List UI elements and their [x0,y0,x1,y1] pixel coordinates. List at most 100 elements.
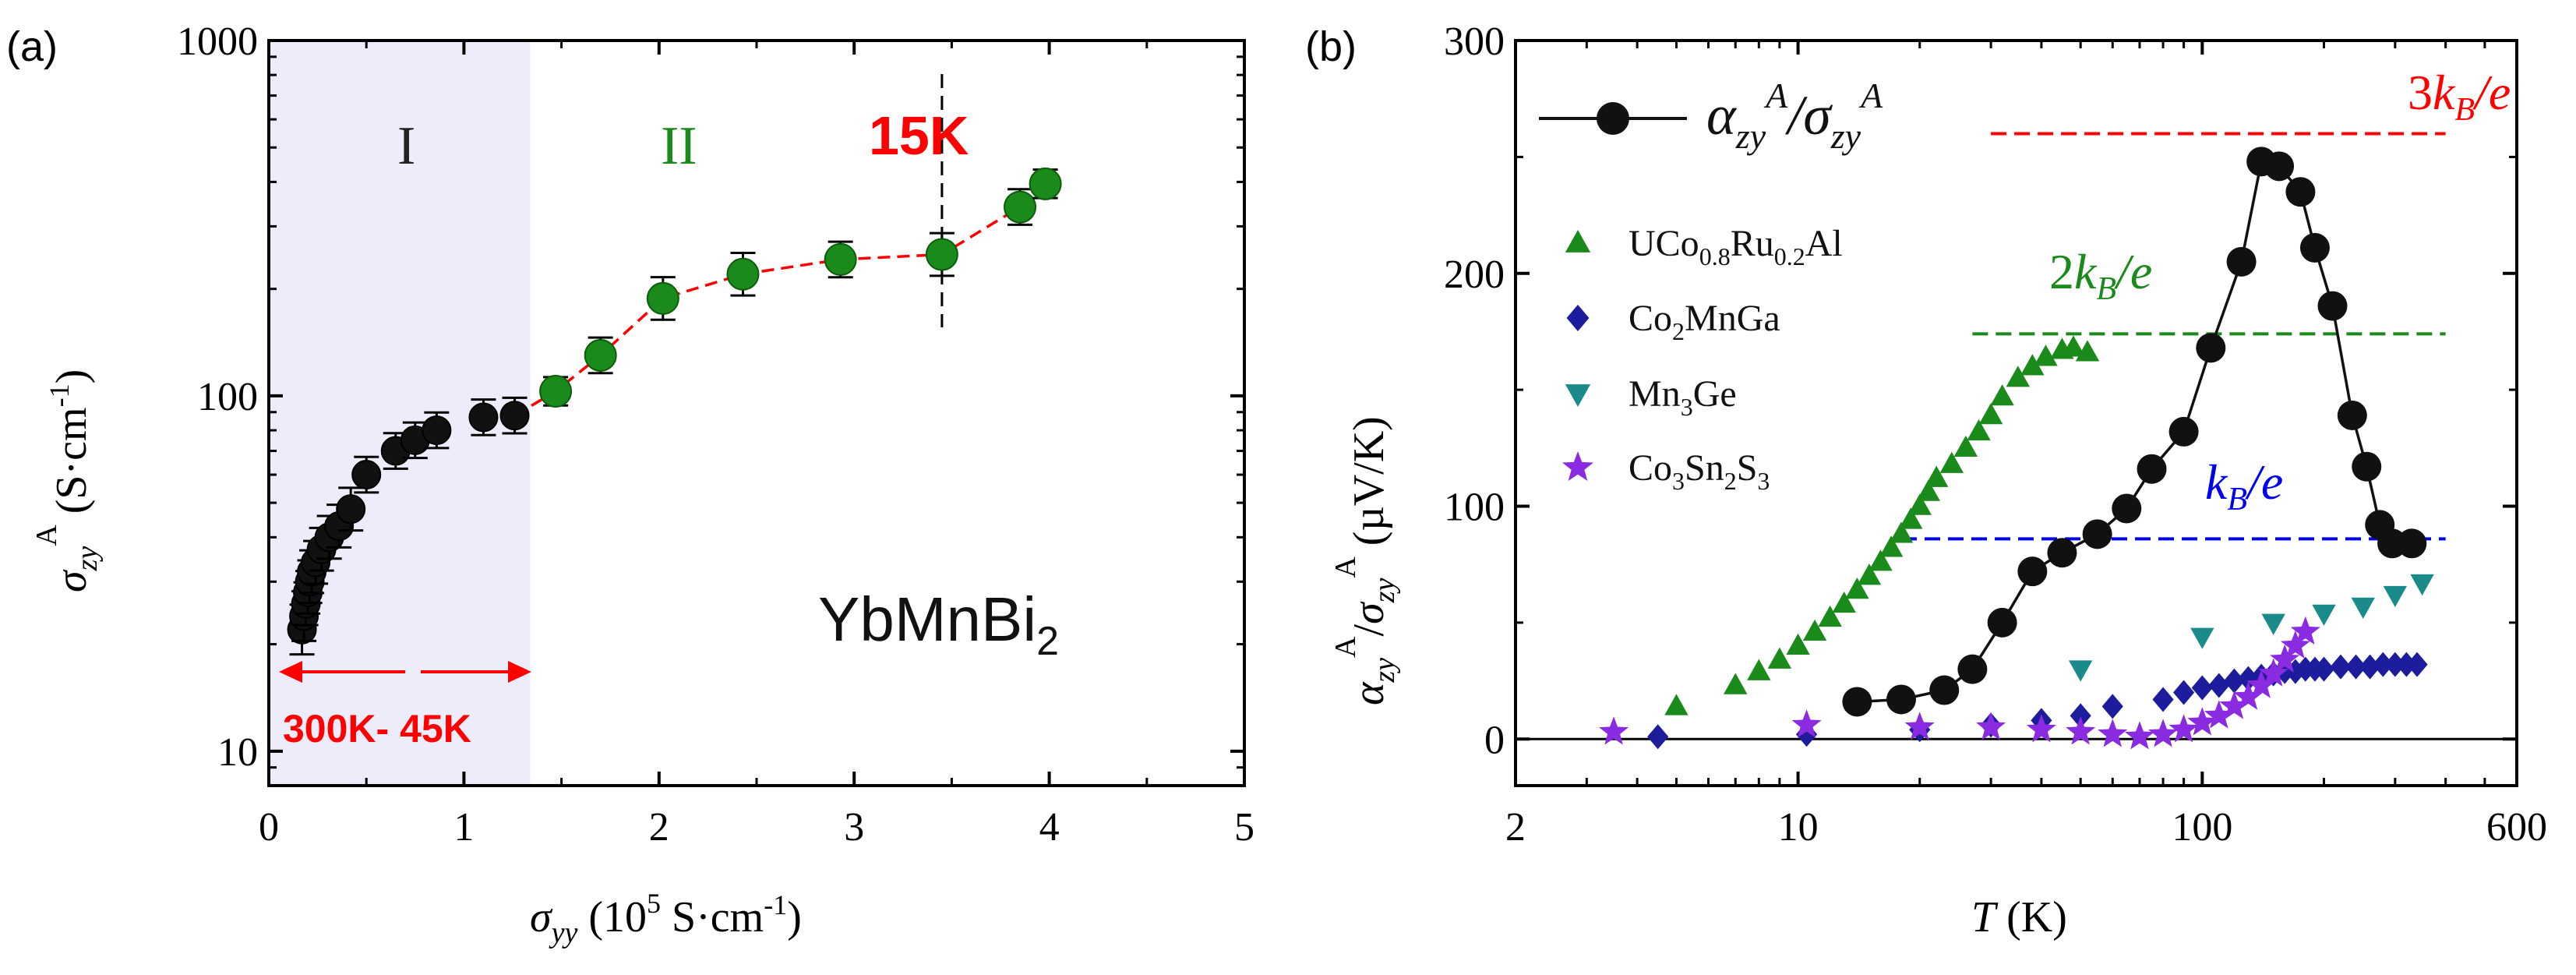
panel-b-label: (b) [1305,23,1357,70]
legend-marker-star [1562,451,1593,481]
lg3-e: S [1737,447,1758,489]
lg0-a: UCo [1629,223,1699,264]
marker-diamond [2372,652,2394,677]
marker-circle [925,238,958,271]
y-sigma-sub: zy [1368,578,1401,604]
y-tick-label: 0 [1484,718,1505,762]
y-sigma: σ [1345,601,1393,624]
marker-triangle-up [1879,535,1904,557]
marker-circle [336,494,366,525]
x-label-close: ) [787,893,802,941]
marker-triangle-down [2383,585,2408,608]
legend-sigma-sup: A [1858,76,1883,115]
marker-triangle-up [1818,605,1842,627]
marker-triangle-up [1978,402,2003,425]
marker-circle [1886,684,1917,715]
data-point [584,336,617,375]
marker-triangle-up [1939,451,1964,473]
marker-triangle-up [1767,647,1792,669]
marker-triangle-up [1845,578,1869,599]
panel-a-label: (a) [6,23,58,70]
marker-star [2258,658,2288,687]
red-dashed-trend-line [513,182,1046,417]
ref-k: k [2433,65,2456,120]
y-symbol-superscript: A [30,525,63,546]
y-label-unit-power: -1 [44,383,75,407]
lg3-d: 2 [1724,467,1737,495]
x-symbol-subscript: yy [549,917,578,949]
marker-diamond [2384,652,2406,677]
x-tick-label: 2 [1505,805,1526,850]
marker-triangle-up [1925,465,1949,487]
marker-circle [2112,493,2142,524]
legend-ucoruai: UCo0.8Ru0.2Al [1629,223,1843,270]
marker-diamond [2208,673,2230,698]
lg0-e: Al [1805,223,1843,264]
marker-triangle-up [1889,521,1914,543]
panel-a: 0 1 2 3 4 5 10 100 1000 (a) I II 15K 300K- 45K Y… [6,19,1254,949]
marker-star [2290,616,2320,645]
x-tick-label: 4 [1039,805,1060,850]
marker-triangle-up [1747,659,1771,680]
marker-diamond [2330,654,2352,680]
legend-alpha: α [1706,84,1737,147]
x-tick-label: 2 [649,805,669,850]
reference-label: 2kB/e [2049,244,2152,307]
marker-star [2168,714,2199,743]
data-point [726,251,760,297]
x-tick-label: 600 [2486,805,2547,850]
y-alpha-sub: zy [1368,658,1401,684]
marker-triangle-up [1953,435,1978,457]
marker-star [2219,691,2250,719]
marker-star [2026,714,2056,743]
marker-star [2233,681,2264,710]
marker-triangle-up [1967,419,1991,441]
lg2-a: Mn [1629,373,1681,415]
legend-marker-diamond [1566,305,1590,331]
data-point [336,486,366,532]
y-tick-label: 100 [197,375,258,419]
marker-circle [2226,246,2257,277]
y-label-unit: (S·cm [48,407,96,525]
marker-triangle-up [1990,384,2014,406]
marker-star [2125,721,2154,750]
legend-co3sn2s3: Co3Sn2S3 [1629,447,1770,495]
compound-legend: UCo0.8Ru0.2Al Co2MnGa Mn3Ge Co3Sn2S3 [1562,223,1843,495]
ref-coef: 2 [2049,244,2074,299]
marker-star [2204,700,2234,729]
legend-marker-triangle-down [1565,384,1591,407]
lg2-b: 3 [1681,393,1693,421]
marker-diamond [2191,675,2213,701]
region-i-label: I [397,116,415,176]
legend-co2mnga: Co2MnGa [1629,298,1780,345]
marker-circle [1842,687,1872,717]
marker-triangle-up [1916,479,1940,501]
panel-b-frame [1514,39,2518,787]
marker-star [2098,719,2128,747]
main-legend-marker [1597,102,1629,135]
lg3-b: 3 [1672,467,1685,495]
marker-circle [2352,451,2382,482]
legend-marker [1566,305,1590,331]
marker-circle [2337,400,2367,430]
marker-star [2187,707,2218,736]
marker-triangle-down [2351,597,2375,619]
arrow-head-left [279,661,302,683]
marker-circle [2397,528,2427,559]
marker-triangle-up [1802,619,1827,641]
data-point [351,455,382,494]
marker-circle [2168,416,2199,447]
transition-15k-label: 15K [869,105,969,166]
ref-tail: /e [2245,454,2283,510]
ref-tail: /e [2472,65,2511,120]
y-alpha: α [1345,681,1393,705]
marker-triangle-up [1907,493,1932,515]
y-tick-label: 100 [1444,486,1505,530]
data-point [1029,167,1062,200]
reference-label: 3kB/e [2408,65,2511,128]
y-tick-label: 1000 [177,19,258,64]
marker-star [2066,716,2096,745]
lg3-c: Sn [1685,447,1724,489]
marker-diamond [2152,687,2174,712]
marker-circle [824,242,857,276]
